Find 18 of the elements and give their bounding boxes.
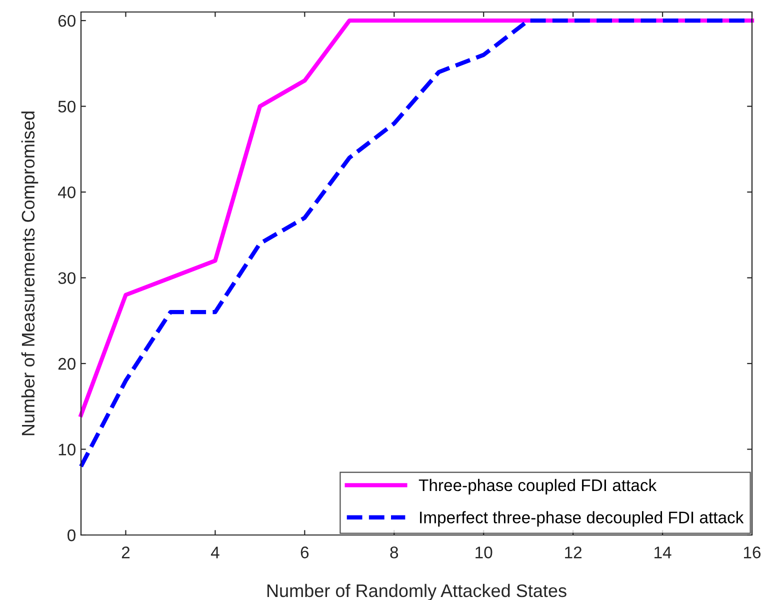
y-tick-label: 20 (58, 358, 76, 370)
x-tick-label: 10 (476, 546, 492, 558)
y-tick-label: 30 (58, 272, 76, 284)
y-tick-label: 50 (58, 100, 76, 113)
x-tick-label: 14 (654, 546, 672, 558)
y-tick-label: 60 (58, 14, 76, 27)
x-tick-label: 4 (210, 546, 220, 558)
x-tick-label: 2 (122, 546, 130, 558)
y-tick-label: 0 (68, 529, 76, 542)
y-tick-label: 40 (58, 186, 76, 198)
y-axis-title: Number of Measurements Compromised (21, 112, 38, 436)
legend-label: Three-phase coupled FDI attack (418, 478, 657, 494)
x-tick-label: 8 (390, 546, 398, 558)
y-tick-label: 10 (58, 444, 76, 456)
x-tick-label: 12 (565, 546, 582, 558)
x-tick-label: 6 (300, 546, 309, 558)
legend-label: Imperfect three-phase decoupled FDI attack (420, 511, 744, 527)
x-tick-label: 16 (744, 546, 761, 558)
